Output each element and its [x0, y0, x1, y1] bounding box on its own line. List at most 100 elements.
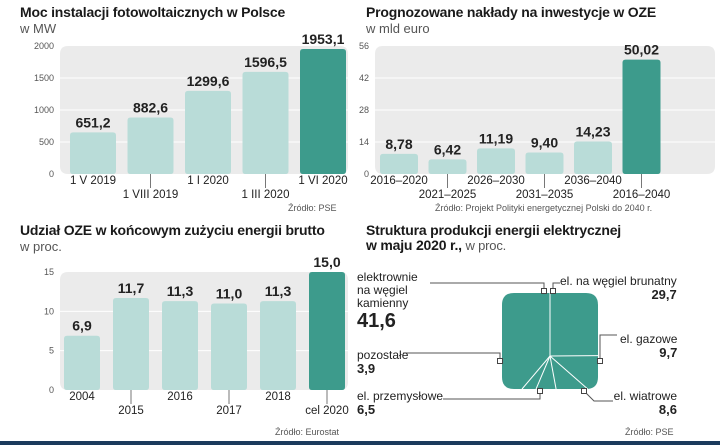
- label-hard-coal-l3: kamienny: [357, 296, 409, 310]
- bar: [525, 152, 564, 174]
- value-label: 6,42: [434, 141, 461, 157]
- chart-source: Źródło: PSE: [625, 427, 674, 437]
- value-label: 1596,5: [244, 54, 287, 70]
- label-hard-coal: elektrownie na węgiel kamienny 41,6: [357, 270, 418, 333]
- label-industrial: el. przemysłowe 6,5: [357, 389, 444, 417]
- value-label: 8,78: [385, 136, 412, 152]
- label-lignite-text: el. na węgiel brunatny: [560, 274, 677, 288]
- bar: [622, 59, 661, 174]
- slice-divider: [549, 355, 557, 390]
- panel-oze-investment: Prognozowane nakłady na inwestycje w OZE…: [355, 0, 720, 215]
- callout-hard-coal-marker: [541, 288, 547, 294]
- category-label: 1 III 2020: [242, 189, 290, 201]
- category-label: 1 V 2019: [70, 175, 116, 187]
- slice-divider: [521, 355, 551, 390]
- chart-subtitle: w MW: [20, 21, 57, 36]
- chart-energy-pie: [403, 282, 617, 402]
- bottom-border: [0, 441, 720, 445]
- bar: [70, 132, 116, 174]
- label-gas-text: el. gazowe: [620, 332, 678, 346]
- category-label: 2016: [167, 391, 193, 403]
- label-lignite: el. na węgiel brunatny 29,7: [560, 274, 677, 302]
- slice-divider: [549, 355, 589, 390]
- bar: [242, 71, 289, 174]
- callout-wind-line: [583, 390, 613, 402]
- category-label: 2026–2030: [467, 175, 525, 187]
- value-label: 11,3: [167, 283, 194, 299]
- chart-source: Źródło: Eurostat: [275, 427, 340, 437]
- category-label: 1 I 2020: [187, 175, 229, 187]
- value-industrial: 6,5: [357, 402, 376, 417]
- slice-divider: [535, 355, 551, 390]
- callout-other-line: [403, 352, 501, 361]
- y-tick-label: 5: [49, 346, 54, 356]
- y-tick-label: 15: [44, 267, 54, 277]
- value-label: 1953,1: [302, 31, 345, 47]
- bar: [260, 301, 296, 390]
- callout-wind-marker: [581, 388, 587, 394]
- value-label: 15,0: [313, 254, 340, 270]
- y-tick-label: 1000: [34, 105, 54, 115]
- chart-title: Moc instalacji fotowoltaicznych w Polsce: [20, 4, 286, 20]
- label-wind-text: el. wiatrowe: [613, 389, 677, 403]
- label-hard-coal-l1: elektrownie: [357, 270, 418, 284]
- panel-oze-share: Udział OZE w końcowym zużyciu energii br…: [0, 218, 355, 441]
- bar: [574, 141, 612, 174]
- bar: [309, 272, 345, 390]
- category-label: 2004: [69, 391, 95, 403]
- category-label: 2016–2040: [613, 189, 671, 201]
- plot-area: [60, 272, 348, 390]
- bar: [380, 153, 418, 174]
- bar: [300, 49, 346, 174]
- value-label: 14,23: [575, 123, 610, 139]
- callout-lignite-marker: [550, 288, 556, 294]
- y-tick-label: 500: [39, 137, 54, 147]
- label-hard-coal-l2: na węgiel: [357, 283, 408, 297]
- label-other-text: pozostałe: [357, 348, 409, 362]
- callout-gas-marker: [597, 358, 603, 364]
- chart-oze-share: 0 5 10 15 6,9 2004 11,7 2015 11,3 2016 11,0 2017 11,…: [44, 254, 349, 417]
- label-industrial-text: el. przemysłowe: [357, 389, 444, 403]
- chart-title-line2-text: w maju 2020 r.,: [366, 237, 462, 253]
- category-label: cel 2020: [305, 405, 348, 417]
- category-label: 1 VI 2020: [298, 175, 347, 187]
- value-label: 1299,6: [187, 73, 230, 89]
- bar: [211, 303, 247, 390]
- chart-oze-investment: 0 14 28 42 56 8,78 2016–2020 6,42 2021–2025 11,19…: [359, 41, 715, 201]
- category-label: 2021–2025: [419, 189, 477, 201]
- y-tick-label: 0: [364, 169, 369, 179]
- label-wind: el. wiatrowe 8,6: [613, 389, 677, 417]
- value-gas: 9,7: [659, 345, 678, 360]
- y-tick-label: 2000: [34, 41, 54, 51]
- value-label: 9,40: [531, 135, 558, 151]
- category-label: 2036–2040: [564, 175, 622, 187]
- value-label: 11,0: [216, 285, 243, 301]
- y-tick-label: 42: [359, 73, 369, 83]
- value-label: 11,19: [479, 130, 513, 146]
- y-tick-label: 56: [359, 41, 369, 51]
- chart-title-line2: w maju 2020 r., w proc.: [366, 237, 506, 253]
- bar: [162, 301, 198, 390]
- category-label: 2031–2035: [516, 189, 574, 201]
- bar: [185, 90, 231, 174]
- callout-other-marker: [497, 358, 503, 364]
- callout-hard-coal-line: [430, 282, 545, 291]
- bar: [64, 335, 100, 390]
- bar: [127, 117, 174, 174]
- value-label: 6,9: [72, 318, 92, 334]
- value-lignite: 29,7: [651, 287, 677, 302]
- value-label: 882,6: [133, 100, 168, 116]
- panel-energy-structure: Struktura produkcji energii elektrycznej…: [355, 218, 720, 441]
- label-other: pozostałe 3,9: [357, 348, 409, 376]
- category-label: 2017: [216, 405, 242, 417]
- chart-title: Prognozowane nakłady na inwestycje w OZE: [366, 4, 656, 20]
- bar: [428, 159, 467, 174]
- callout-industrial-line: [443, 391, 541, 400]
- chart-subtitle: w proc.: [465, 238, 507, 253]
- category-label: 1 VIII 2019: [123, 189, 179, 201]
- chart-subtitle: w proc.: [20, 239, 62, 254]
- chart-title: Struktura produkcji energii elektrycznej: [366, 222, 621, 238]
- y-tick-label: 14: [359, 137, 369, 147]
- value-wind: 8,6: [658, 402, 677, 417]
- panel-pv-capacity: Moc instalacji fotowoltaicznych w Polsce…: [0, 0, 355, 215]
